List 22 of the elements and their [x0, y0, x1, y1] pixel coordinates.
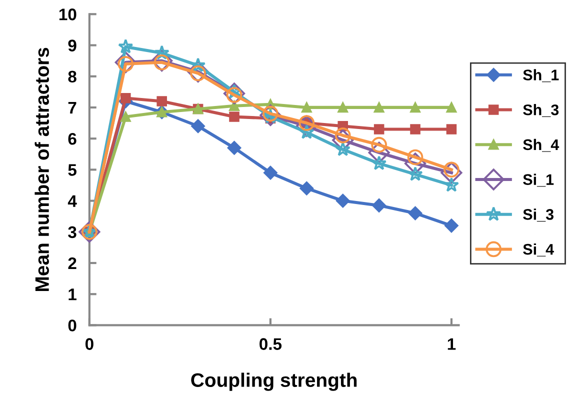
x-tick-label: 0.5 [260, 338, 282, 350]
x-axis-title: Coupling strength [191, 372, 357, 391]
y-axis-title: Mean number of attractors [34, 48, 49, 291]
y-tick-label: 10 [59, 8, 76, 20]
y-tick-label: 8 [68, 70, 76, 83]
y-tick-label: 1 [68, 288, 76, 300]
x-tick-label: 0 [85, 338, 94, 350]
y-tick-label: 6 [68, 132, 76, 145]
y-tick-label: 3 [68, 226, 76, 238]
legend-label: Si_4 [523, 244, 554, 256]
y-tick-label: 2 [68, 257, 76, 270]
y-tick-label: 0 [68, 320, 76, 332]
legend-label: Si_3 [523, 208, 554, 222]
y-tick-label: 9 [68, 40, 76, 52]
legend-label: Sh_4 [523, 138, 560, 152]
legend-label: Sh_1 [523, 69, 559, 82]
legend-label: Si_1 [523, 174, 554, 187]
y-tick-label: 4 [68, 195, 77, 207]
y-tick-label: 7 [68, 102, 76, 114]
y-tick-label: 5 [68, 164, 76, 176]
legend-label: Sh_3 [523, 104, 559, 117]
x-tick-label: 1 [448, 338, 456, 350]
